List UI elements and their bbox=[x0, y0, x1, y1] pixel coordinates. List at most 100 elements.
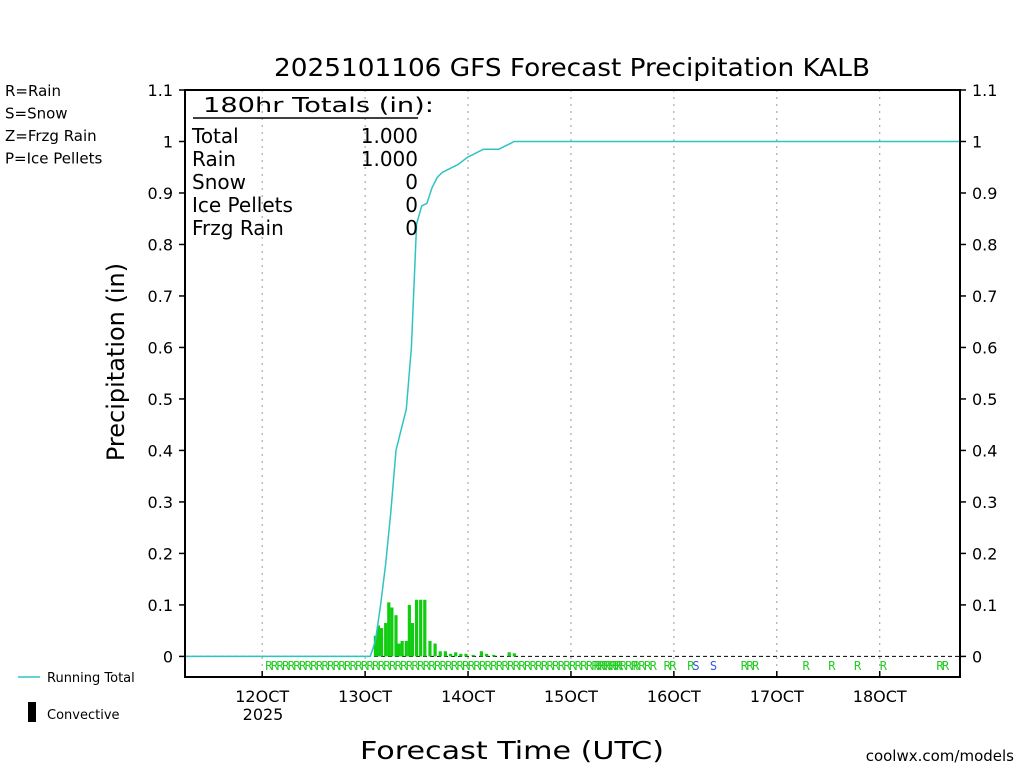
precip-bar bbox=[397, 643, 401, 657]
running-total-legend-label: Running Total bbox=[47, 671, 135, 686]
totals-row-name: Total bbox=[191, 124, 239, 148]
precip-bar bbox=[407, 604, 411, 657]
precip-bar bbox=[400, 640, 404, 657]
precip-bar bbox=[379, 628, 384, 657]
ptype-legend-item: Z=Frzg Rain bbox=[5, 127, 97, 145]
y-tick-label-right: 0.7 bbox=[972, 287, 997, 306]
precip-bar bbox=[479, 651, 484, 657]
x-tick-label: 12OCT bbox=[235, 687, 289, 706]
totals-row-name: Ice Pellets bbox=[192, 193, 293, 217]
precip-bar bbox=[384, 622, 388, 657]
precip-bar bbox=[394, 615, 398, 657]
y-tick-label-right: 0.5 bbox=[972, 390, 997, 409]
running-total-line bbox=[185, 140, 960, 658]
ptype-marker: R bbox=[854, 659, 862, 673]
y-tick-label-left: 0.8 bbox=[148, 235, 173, 254]
ptype-marker: S bbox=[710, 659, 717, 673]
precip-bar bbox=[428, 640, 432, 657]
y-tick-label-left: 1 bbox=[163, 132, 173, 151]
series-legend: Running Total Convective bbox=[18, 671, 135, 723]
totals-row-value: 0 bbox=[405, 193, 418, 217]
y-tick-label-right: 0.2 bbox=[972, 544, 997, 563]
y-tick-label-left: 0.2 bbox=[148, 544, 173, 563]
y-tick-label-left: 0.6 bbox=[148, 338, 173, 357]
ptype-marker: S bbox=[692, 659, 699, 673]
precip-bar bbox=[419, 599, 423, 657]
ptype-marker: RRRRRRRRRRRRRRRRRRRRRRRRRRRRRRRRRRRRRRRR… bbox=[265, 659, 639, 673]
precip-bar bbox=[373, 635, 378, 657]
ptype-marker: R bbox=[803, 659, 811, 673]
y-axis-right: 0 0.1 0.2 0.3 0.4 0.5 0.6 0.7 0.8 0.9 1 1.1 bbox=[960, 81, 997, 666]
y-tick-label-right: 0 bbox=[972, 647, 982, 666]
y-tick-label-left: 0.3 bbox=[148, 493, 173, 512]
precip-bar bbox=[387, 602, 391, 657]
convective-legend-label: Convective bbox=[47, 708, 120, 723]
grid-lines bbox=[185, 90, 960, 677]
y-axis-left: 0 0.1 0.2 0.3 0.4 0.5 0.6 0.7 0.8 0.9 1 1.1 bbox=[148, 81, 185, 666]
y-axis-label: Precipitation (in) bbox=[102, 263, 130, 461]
precip-bar bbox=[507, 652, 511, 657]
ptype-legend: R=Rain S=Snow Z=Frzg Rain P=Ice Pellets bbox=[5, 82, 102, 168]
y-tick-label-right: 1 bbox=[972, 132, 982, 151]
source-label: coolwx.com/models bbox=[866, 747, 1014, 765]
precip-bar bbox=[454, 652, 458, 657]
plot-frame bbox=[184, 89, 961, 678]
ptype-marker: R bbox=[880, 659, 888, 673]
totals-header: 180hr Totals (in): bbox=[203, 93, 434, 117]
y-tick-label-left: 1.1 bbox=[148, 81, 173, 100]
precip-bar bbox=[410, 622, 415, 657]
x-tick-label: 14OCT bbox=[441, 687, 495, 706]
ptype-legend-item: S=Snow bbox=[5, 105, 68, 123]
precip-bar bbox=[423, 599, 427, 657]
y-tick-label-left: 0.9 bbox=[148, 184, 173, 203]
precip-bar bbox=[459, 653, 463, 657]
precip-bar bbox=[471, 654, 475, 657]
precip-bar bbox=[464, 653, 468, 657]
y-tick-label-left: 0.4 bbox=[148, 441, 173, 460]
totals-row-name: Frzg Rain bbox=[192, 216, 284, 240]
precip-bar bbox=[484, 653, 489, 657]
ptype-marker: R bbox=[687, 659, 695, 673]
precip-bar bbox=[404, 640, 408, 657]
totals-row-value: 1.000 bbox=[361, 147, 418, 171]
precip-bar bbox=[448, 653, 453, 657]
x-tick-label: 18OCT bbox=[853, 687, 907, 706]
precip-bar bbox=[433, 643, 437, 657]
precip-bar bbox=[414, 599, 419, 657]
precip-bar bbox=[376, 625, 381, 657]
convective-bars bbox=[373, 599, 516, 657]
totals-row-name: Rain bbox=[192, 147, 236, 171]
precip-bar bbox=[390, 607, 394, 657]
ptype-markers: RRRRRRRRRRRRRRRRRRRRRRRRRRRRRRRRRRRRRRRR… bbox=[265, 659, 951, 673]
y-tick-label-right: 0.3 bbox=[972, 493, 997, 512]
ptype-legend-item: P=Ice Pellets bbox=[5, 150, 102, 168]
y-tick-label-left: 0.1 bbox=[148, 596, 173, 615]
x-tick-label: 17OCT bbox=[750, 687, 804, 706]
totals-row-value: 0 bbox=[405, 170, 418, 194]
x-axis: 12OCT 13OCT 14OCT 15OCT 16OCT 17OCT 18OCT bbox=[235, 671, 907, 706]
y-tick-label-left: 0.5 bbox=[148, 390, 173, 409]
y-tick-label-left: 0 bbox=[163, 647, 173, 666]
ptype-marker: RRRRR bbox=[594, 659, 624, 673]
precip-bar bbox=[438, 651, 442, 657]
ptype-marker: RRRR bbox=[633, 659, 658, 673]
precip-bar bbox=[443, 651, 447, 657]
x-axis-label: Forecast Time (UTC) bbox=[360, 736, 664, 765]
ptype-legend-item: R=Rain bbox=[5, 82, 61, 100]
x-tick-label: 15OCT bbox=[544, 687, 598, 706]
y-tick-label-right: 0.8 bbox=[972, 235, 997, 254]
running-total-series bbox=[185, 140, 960, 658]
totals-row-value: 0 bbox=[405, 216, 418, 240]
y-tick-label-right: 0.4 bbox=[972, 441, 997, 460]
year-label: 2025 bbox=[243, 705, 284, 724]
totals-row-name: Snow bbox=[192, 170, 246, 194]
x-tick-label: 13OCT bbox=[338, 687, 392, 706]
ptype-marker: RRR bbox=[741, 659, 760, 673]
precip-bar bbox=[512, 653, 516, 657]
y-tick-label-right: 0.1 bbox=[972, 596, 997, 615]
ptype-marker: R bbox=[828, 659, 836, 673]
convective-swatch bbox=[28, 702, 36, 722]
y-tick-label-right: 1.1 bbox=[972, 81, 997, 100]
totals-row-value: 1.000 bbox=[361, 124, 418, 148]
